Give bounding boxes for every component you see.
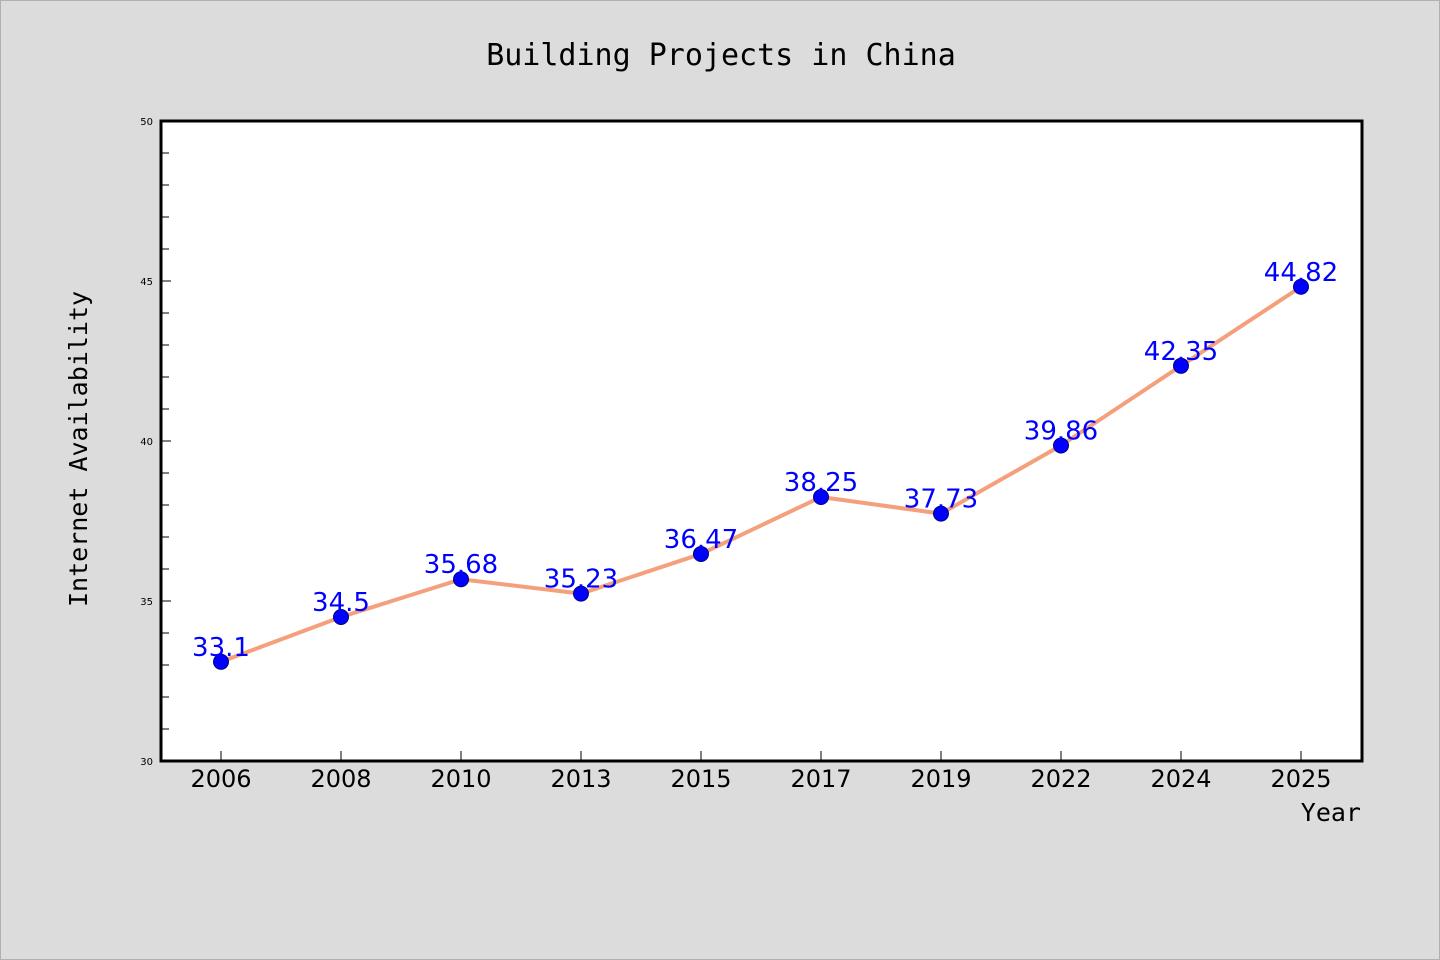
y-tick-label: 40 xyxy=(140,437,153,448)
data-label: 38.25 xyxy=(784,468,858,498)
data-label: 35.23 xyxy=(544,565,618,595)
data-label: 39.86 xyxy=(1024,416,1098,446)
y-axis-ticks: 30 35 40 45 50 xyxy=(140,117,171,768)
data-point xyxy=(573,585,589,602)
data-point xyxy=(1173,357,1189,374)
y-tick-label: 30 xyxy=(140,757,153,768)
chart-title: Building Projects in China xyxy=(486,38,956,73)
data-label: 35.68 xyxy=(424,550,498,580)
data-point xyxy=(693,545,709,562)
data-point xyxy=(333,609,349,625)
x-axis-ticks: 2006 2008 2010 2013 2015 2017 2019 2022 2024 2025 xyxy=(190,751,1332,793)
data-point xyxy=(1293,278,1309,295)
x-tick-label: 2013 xyxy=(550,765,611,793)
data-label: 33.1 xyxy=(192,633,250,663)
x-tick-label: 2006 xyxy=(190,765,251,793)
x-tick-label: 2017 xyxy=(790,765,851,793)
series-group xyxy=(213,278,1309,670)
x-tick-label: 2025 xyxy=(1270,765,1331,793)
data-point xyxy=(213,653,229,670)
x-tick-label: 2024 xyxy=(1150,765,1211,793)
data-point xyxy=(453,571,469,588)
data-label: 36.47 xyxy=(664,525,738,555)
x-tick-label: 2015 xyxy=(670,765,731,793)
x-tick-label: 2010 xyxy=(430,765,491,793)
y-tick-label: 35 xyxy=(140,597,153,608)
y-tick-label: 50 xyxy=(140,117,153,128)
data-point xyxy=(813,489,829,505)
x-tick-label: 2019 xyxy=(910,765,971,793)
x-tick-label: 2008 xyxy=(310,765,371,793)
data-label: 42.35 xyxy=(1144,337,1218,367)
plot-area xyxy=(159,119,1364,763)
y-tick-label: 45 xyxy=(140,277,153,288)
x-axis-label: Year xyxy=(1301,798,1361,827)
y-axis-label: Internet Availability xyxy=(64,291,93,607)
data-label: 44.82 xyxy=(1264,258,1338,288)
series-line xyxy=(219,284,1303,664)
data-label: 37.73 xyxy=(904,485,978,515)
data-point xyxy=(1053,437,1069,454)
x-tick-label: 2022 xyxy=(1030,765,1091,793)
data-point xyxy=(933,505,949,522)
data-labels-group: 33.1 34.5 35.68 35.23 36.47 38.25 37.73 39.86 42… xyxy=(192,258,1338,663)
data-label: 34.5 xyxy=(312,588,370,618)
